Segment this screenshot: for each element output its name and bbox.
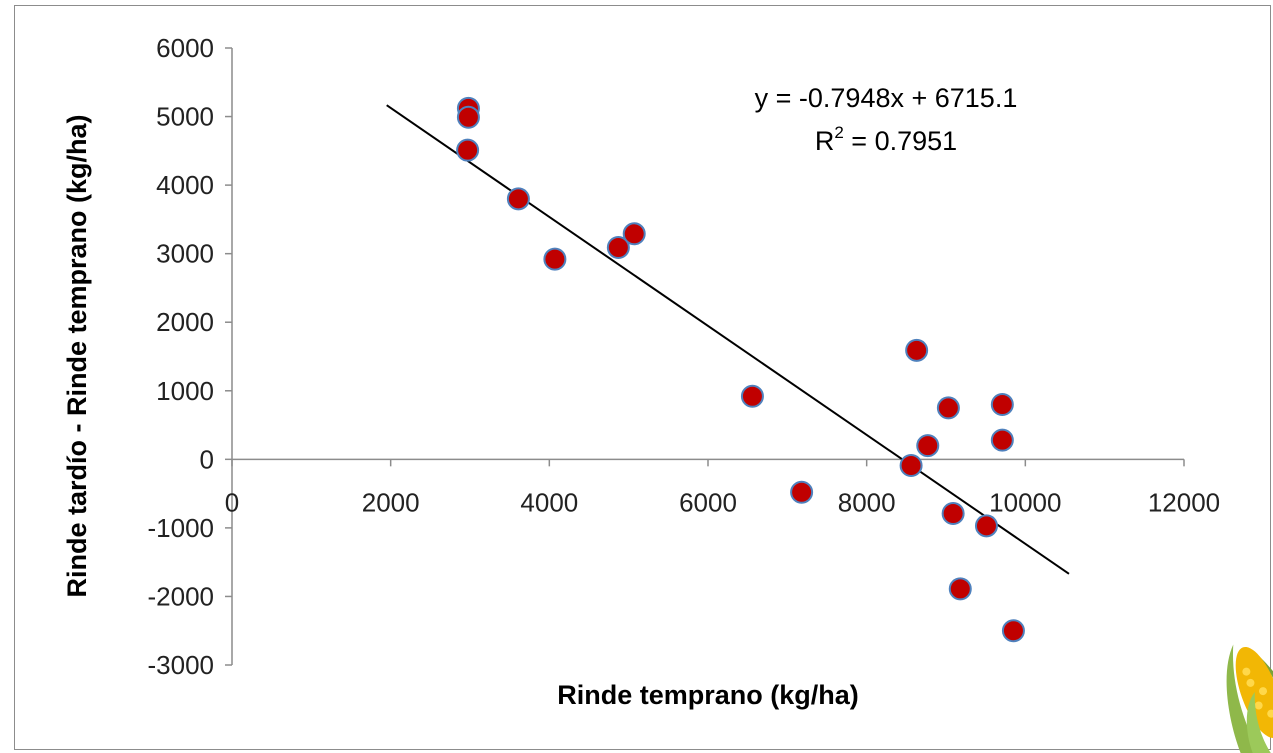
y-tick-label: 5000 [156, 102, 214, 132]
trend-line [386, 104, 1070, 575]
x-tick-label: 10000 [989, 487, 1061, 517]
y-tick-label: -3000 [148, 650, 215, 680]
y-tick-label: -1000 [148, 513, 215, 543]
r-squared-prefix: R [815, 126, 835, 156]
data-point [916, 434, 940, 458]
axes: -3000 -2000 -1000 0 1000 2000 3000 4000 5000 6000… [148, 33, 1221, 680]
y-tick-label: 2000 [156, 307, 214, 337]
data-point [790, 480, 814, 504]
data-point [456, 105, 480, 129]
x-ticks: 0 2000 4000 6000 8000 10000 12000 [225, 459, 1220, 517]
data-point [948, 577, 972, 601]
data-point [974, 514, 998, 538]
y-axis-title: Rinde tardío - Rinde temprano (kg/ha) [62, 114, 92, 597]
data-point [622, 222, 646, 246]
r-squared-sup: 2 [834, 123, 843, 142]
x-tick-label: 2000 [362, 487, 420, 517]
x-tick-label: 0 [225, 487, 239, 517]
data-point [936, 396, 960, 420]
y-tick-label: 1000 [156, 376, 214, 406]
y-tick-label: 4000 [156, 170, 214, 200]
data-point [606, 235, 630, 259]
x-tick-label: 8000 [838, 487, 896, 517]
data-point [1001, 619, 1025, 643]
data-point [990, 392, 1014, 416]
x-tick-label: 6000 [679, 487, 737, 517]
chart-frame [14, 5, 1271, 750]
corn-cob-icon [1226, 644, 1273, 753]
data-point [740, 384, 764, 408]
equation-label: y = -0.7948x + 6715.1 [755, 83, 1018, 113]
data-points [456, 96, 1025, 643]
y-tick-label: 0 [200, 444, 214, 474]
r-squared-label: R2 = 0.7951 [815, 123, 957, 156]
data-point [990, 428, 1014, 452]
r-squared-value: = 0.7951 [844, 126, 957, 156]
x-tick-label: 4000 [520, 487, 578, 517]
y-tick-label: -2000 [148, 581, 215, 611]
y-ticks: -3000 -2000 -1000 0 1000 2000 3000 4000 5000 6000 [148, 33, 232, 680]
x-axis-title: Rinde temprano (kg/ha) [557, 680, 859, 710]
data-point [456, 138, 480, 162]
y-tick-label: 6000 [156, 33, 214, 63]
y-tick-label: 3000 [156, 239, 214, 269]
data-point [506, 187, 530, 211]
x-tick-label: 12000 [1148, 487, 1220, 517]
data-point [899, 454, 923, 478]
data-point [905, 338, 929, 362]
data-point [543, 247, 567, 271]
data-point [941, 501, 965, 525]
